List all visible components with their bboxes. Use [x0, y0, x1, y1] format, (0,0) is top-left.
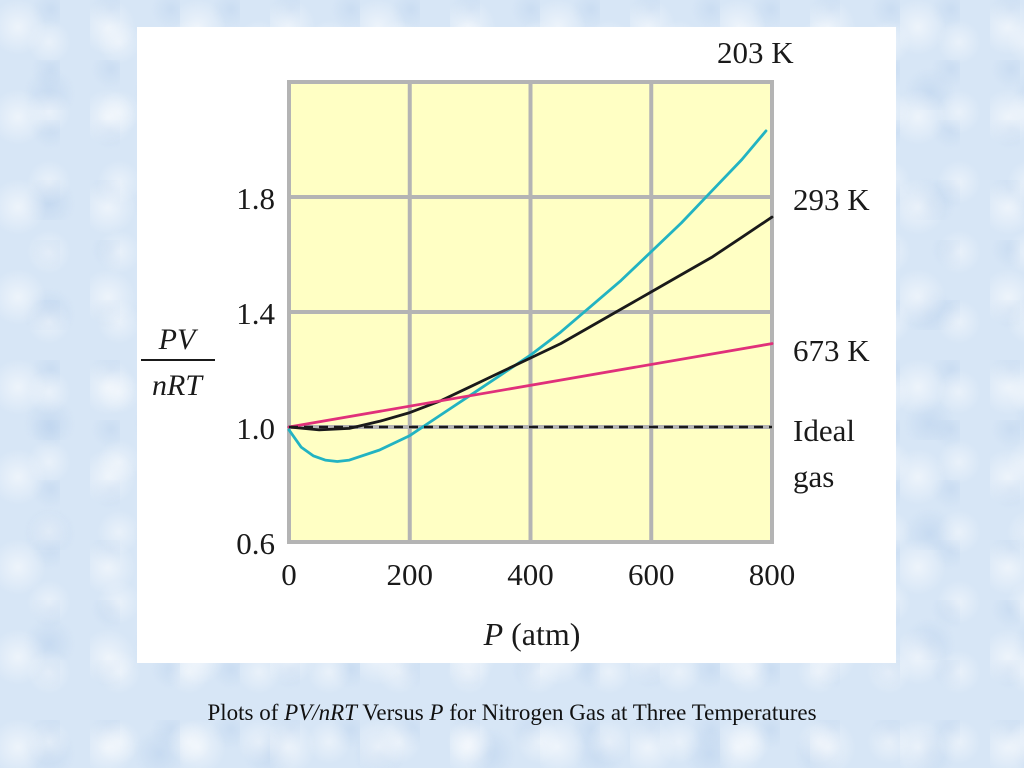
- labels-layer: 203 K 293 K 673 K Ideal gas: [717, 35, 870, 494]
- x-tick-label-0: 0: [281, 557, 297, 592]
- plot-frame: [287, 80, 774, 544]
- series-label-203-k: 203 K: [717, 35, 794, 70]
- figure-caption: Plots of PV/nRT Versus P for Nitrogen Ga…: [0, 700, 1024, 726]
- x-tick-label-4: 800: [749, 557, 796, 592]
- caption-prefix: Plots of: [207, 700, 285, 725]
- series-line-293-k: [287, 215, 774, 432]
- series-label-ideal-gas-line1: Ideal: [793, 413, 855, 448]
- figure-panel: 0 200 400 600 800 0.6 1.0 1.4 1.8 203 K 293 K 673 …: [137, 27, 896, 663]
- x-tick-label-2: 400: [507, 557, 554, 592]
- caption-italic-p: P: [429, 700, 444, 725]
- series-label-293-k: 293 K: [793, 182, 870, 217]
- series-line-673-k: [287, 342, 774, 429]
- series-label-ideal-gas-line2: gas: [793, 459, 834, 494]
- plot-area: [287, 80, 774, 544]
- y-tick-label-2: 1.4: [236, 296, 275, 331]
- x-axis-label-variable: P: [483, 616, 504, 652]
- x-tick-label-3: 600: [628, 557, 675, 592]
- y-tick-label-0: 0.6: [236, 526, 275, 561]
- y-axis-label-denominator: nRT: [152, 369, 204, 402]
- y-tick-label-3: 1.8: [236, 181, 275, 216]
- series-line-203-k: [287, 129, 768, 463]
- x-tick-label-1: 200: [387, 557, 434, 592]
- caption-italic-ratio: PV/nRT: [284, 700, 357, 725]
- ticks-layer: 0 200 400 600 800 0.6 1.0 1.4 1.8: [236, 181, 795, 592]
- chart-pv-nrt-vs-p: 0 200 400 600 800 0.6 1.0 1.4 1.8 203 K 293 K 673 …: [141, 35, 870, 652]
- caption-middle: Versus: [356, 700, 430, 725]
- caption-suffix: for Nitrogen Gas at Three Temperatures: [443, 700, 817, 725]
- series-layer: [287, 129, 774, 463]
- x-axis-label-unit: (atm): [511, 616, 580, 652]
- y-axis-label-numerator: PV: [158, 323, 199, 356]
- x-axis-label: P (atm): [483, 616, 581, 652]
- y-tick-label-1: 1.0: [236, 411, 275, 446]
- y-axis-label: PV nRT: [141, 323, 215, 402]
- series-label-673-k: 673 K: [793, 333, 870, 368]
